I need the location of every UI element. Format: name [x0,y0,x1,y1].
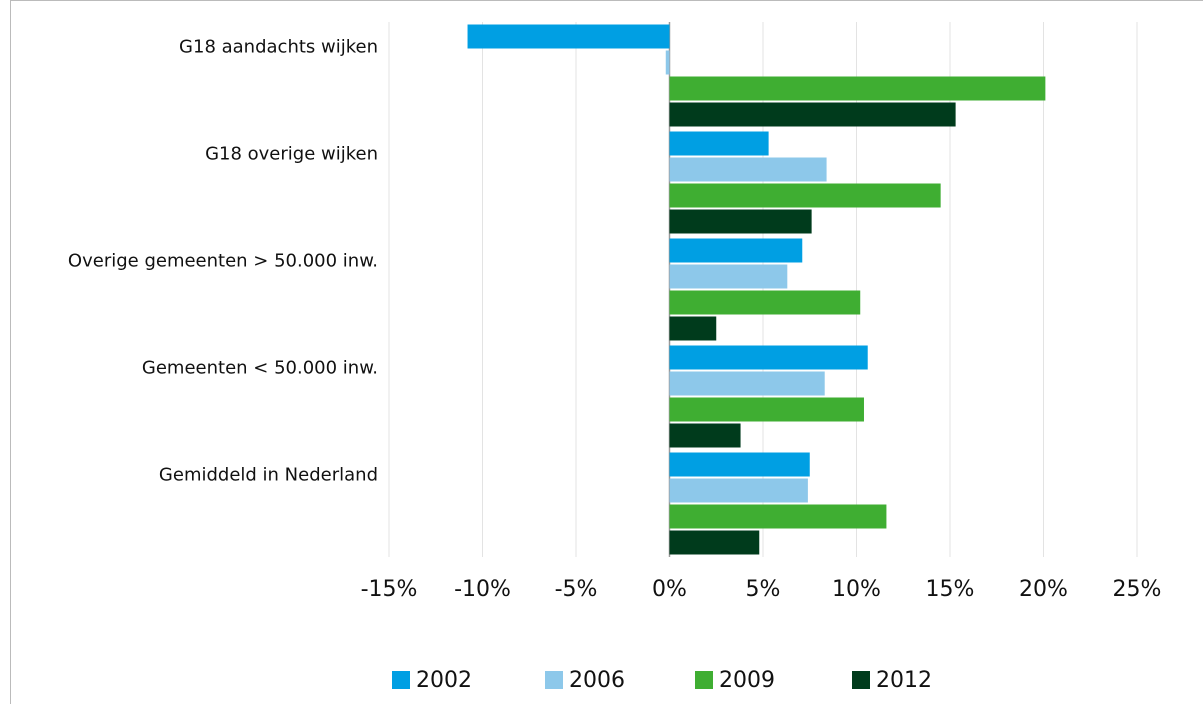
x-tick-label: 5% [746,577,781,602]
x-tick-label: 20% [1019,577,1068,602]
legend-swatch [392,671,410,689]
bar [670,158,827,182]
bar [670,453,810,477]
bar [670,184,941,208]
x-tick-label: 25% [1113,577,1162,602]
bar [670,346,868,370]
bar [670,103,956,127]
bar [670,479,808,503]
x-tick-label: 0% [652,577,687,602]
y-tick-label: Overige gemeenten > 50.000 inw. [68,251,378,272]
bar [468,25,670,49]
bar [670,210,812,234]
legend-label: 2012 [876,668,932,693]
legend-swatch [695,671,713,689]
y-tick-label: Gemeenten < 50.000 inw. [142,358,378,379]
bar [670,505,887,529]
bar [670,398,864,422]
legend-swatch [545,671,563,689]
x-tick-label: -10% [454,577,511,602]
legend-label: 2006 [569,668,625,693]
y-tick-label: Gemiddeld in Nederland [159,465,378,486]
legend-label: 2009 [719,668,775,693]
x-tick-label: 10% [832,577,881,602]
x-tick-label: 15% [926,577,975,602]
y-tick-label: G18 overige wijken [205,144,378,165]
bar [670,317,717,341]
bar [670,239,803,263]
bar [670,424,741,448]
legend-label: 2002 [416,668,472,693]
bar [670,372,825,396]
bar [670,265,788,289]
x-tick-label: -5% [555,577,598,602]
bar [670,531,760,555]
bar [670,77,1046,101]
bar [666,51,670,75]
bar [670,291,861,315]
x-tick-label: -15% [361,577,418,602]
y-tick-label: G18 aandachts wijken [179,37,378,58]
legend-swatch [852,671,870,689]
bar [670,132,769,156]
